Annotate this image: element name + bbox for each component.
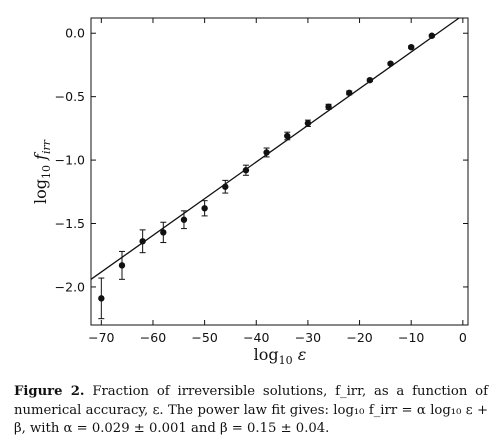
x-ticks-layer: −70 −60 −50 −40 −30 −20 −10 0 xyxy=(88,18,467,345)
data-point xyxy=(325,103,332,111)
x-tick-label: −50 xyxy=(191,330,217,345)
y-axis-title: log10 firr xyxy=(31,139,53,204)
figure-caption: Figure 2. Fraction of irreversible solut… xyxy=(14,383,488,439)
x-axis-title: log10 ε xyxy=(254,345,307,367)
data-point xyxy=(284,132,291,140)
x-tick-label: −30 xyxy=(295,330,321,345)
x-tick-label: −20 xyxy=(346,330,372,345)
y-tick-label: 0.0 xyxy=(65,26,85,41)
data-point xyxy=(139,238,146,245)
data-point xyxy=(428,32,436,39)
y-tick-label: −0.5 xyxy=(55,89,85,104)
caption-text: Fraction of irreversible solutions, f_ir… xyxy=(14,384,488,436)
fit-line-layer xyxy=(90,17,460,280)
data-point xyxy=(242,167,250,174)
data-point xyxy=(118,262,126,269)
fit-line xyxy=(90,17,460,280)
data-point xyxy=(180,216,188,223)
x-tick-label: 0 xyxy=(459,330,467,345)
data-point xyxy=(387,60,394,67)
x-tick-label: −70 xyxy=(88,330,114,345)
y-ticks-layer: 0.0 −0.5 −1.0 −1.5 −2.0 xyxy=(55,26,468,294)
x-tick-label: −60 xyxy=(140,330,166,345)
data-point xyxy=(407,43,415,51)
plot-frame xyxy=(90,17,469,326)
data-points-layer xyxy=(98,32,436,302)
caption-label: Figure 2. xyxy=(14,384,85,399)
x-tick-label: −10 xyxy=(398,330,424,345)
y-tick-label: −1.0 xyxy=(55,153,85,168)
data-point xyxy=(263,149,270,156)
data-point xyxy=(346,89,353,97)
data-point xyxy=(201,205,208,212)
y-tick-label: −1.5 xyxy=(55,216,85,231)
data-point xyxy=(160,229,167,236)
data-point xyxy=(222,183,229,190)
error-bars-layer xyxy=(98,33,435,320)
data-point xyxy=(366,76,374,84)
y-tick-label: −2.0 xyxy=(55,279,85,294)
data-point xyxy=(98,295,105,302)
x-tick-label: −40 xyxy=(243,330,269,345)
chart: −70 −60 −50 −40 −30 −20 −10 0 0.0 −0.5 −1.0 −1.5 −2… xyxy=(31,17,469,367)
data-point xyxy=(304,120,312,127)
